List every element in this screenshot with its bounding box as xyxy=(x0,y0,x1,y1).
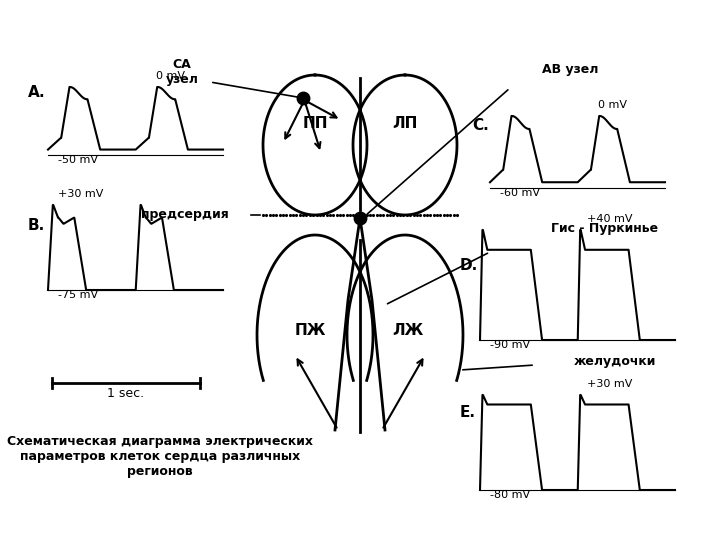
Text: B.: B. xyxy=(28,218,45,233)
Text: -60 mV: -60 mV xyxy=(500,188,540,198)
Text: D.: D. xyxy=(460,258,478,273)
Text: желудочки: желудочки xyxy=(574,355,656,368)
Text: АВ узел: АВ узел xyxy=(542,63,598,76)
Text: -50 mV: -50 mV xyxy=(58,155,98,165)
Text: предсердия: предсердия xyxy=(141,208,229,221)
Text: 0 mV: 0 mV xyxy=(156,71,186,81)
Text: ПП: ПП xyxy=(302,116,328,131)
Text: C.: C. xyxy=(472,118,489,133)
Text: +30 mV: +30 mV xyxy=(58,189,104,199)
Text: ЛП: ЛП xyxy=(392,116,418,131)
Text: A.: A. xyxy=(28,85,45,100)
Text: E.: E. xyxy=(460,405,476,420)
Text: +40 mV: +40 mV xyxy=(588,214,633,224)
Text: Гис - Пуркинье: Гис - Пуркинье xyxy=(552,222,659,235)
Text: Схематическая диаграмма электрических
параметров клеток сердца различных
регионо: Схематическая диаграмма электрических па… xyxy=(7,435,313,478)
Text: ПЖ: ПЖ xyxy=(294,323,325,338)
Text: СА
узел: СА узел xyxy=(166,58,199,86)
Text: 0 mV: 0 mV xyxy=(598,100,628,110)
Text: -80 mV: -80 mV xyxy=(490,490,530,500)
Text: -75 mV: -75 mV xyxy=(58,290,98,300)
Text: +30 mV: +30 mV xyxy=(588,379,633,389)
Text: -90 mV: -90 mV xyxy=(490,340,530,350)
Text: 1 sec.: 1 sec. xyxy=(107,387,145,400)
Text: ЛЖ: ЛЖ xyxy=(392,323,423,338)
